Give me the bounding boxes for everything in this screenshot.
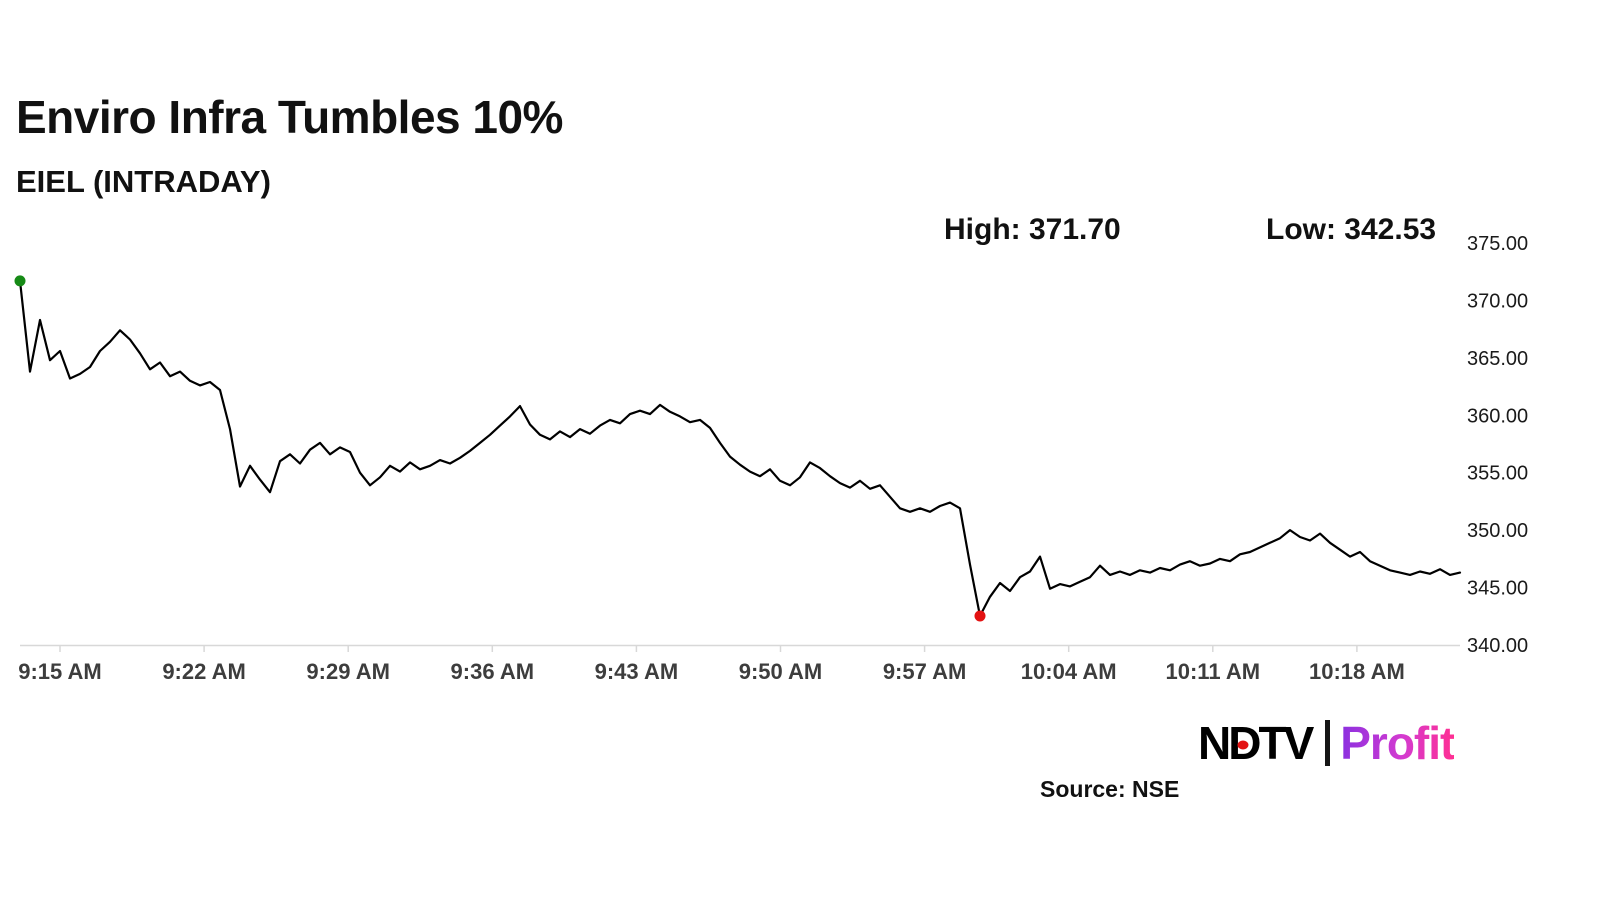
x-tick-label: 9:50 AM bbox=[739, 659, 823, 684]
low-marker bbox=[974, 610, 986, 622]
x-tick-label: 10:18 AM bbox=[1309, 659, 1405, 684]
start-marker bbox=[14, 275, 26, 287]
y-tick-label: 350.00 bbox=[1467, 520, 1528, 542]
y-tick-label: 370.00 bbox=[1467, 290, 1528, 312]
low-value-label: Low: 342.53 bbox=[1266, 213, 1437, 246]
y-tick-label: 365.00 bbox=[1467, 348, 1528, 370]
x-tick-label: 9:29 AM bbox=[306, 659, 390, 684]
logo-separator-bar bbox=[1325, 720, 1331, 766]
ndtv-red-dot-icon bbox=[1237, 740, 1249, 750]
ndtv-profit-logo: NDTV Profit bbox=[1198, 716, 1455, 770]
x-tick-label: 9:43 AM bbox=[595, 659, 679, 684]
x-tick-label: 10:11 AM bbox=[1166, 659, 1261, 684]
y-tick-label: 360.00 bbox=[1467, 405, 1528, 427]
x-tick-label: 10:04 AM bbox=[1021, 659, 1117, 684]
price-line bbox=[18, 279, 1462, 618]
x-tick-label: 9:57 AM bbox=[883, 659, 967, 684]
y-tick-label: 345.00 bbox=[1467, 578, 1528, 600]
x-tick-label: 9:22 AM bbox=[162, 659, 246, 684]
x-tick-label: 9:36 AM bbox=[451, 659, 535, 684]
ndtv-letter-n: N bbox=[1198, 717, 1231, 769]
y-tick-label: 340.00 bbox=[1467, 635, 1528, 657]
y-tick-label: 355.00 bbox=[1467, 463, 1528, 485]
y-tick-label: 375.00 bbox=[1467, 233, 1528, 255]
ndtv-wordmark: NDTV bbox=[1198, 716, 1314, 770]
high-value-label: High: 371.70 bbox=[944, 213, 1121, 246]
ndtv-letter-d: D bbox=[1228, 716, 1261, 770]
profit-wordmark: Profit bbox=[1340, 717, 1455, 769]
source-label: Source: NSE bbox=[1040, 776, 1180, 802]
chart-subtitle: EIEL (INTRADAY) bbox=[16, 164, 271, 199]
x-tick-label: 9:15 AM bbox=[18, 659, 102, 684]
ndtv-letters-tv: TV bbox=[1258, 717, 1314, 769]
page-title: Enviro Infra Tumbles 10% bbox=[16, 91, 563, 143]
